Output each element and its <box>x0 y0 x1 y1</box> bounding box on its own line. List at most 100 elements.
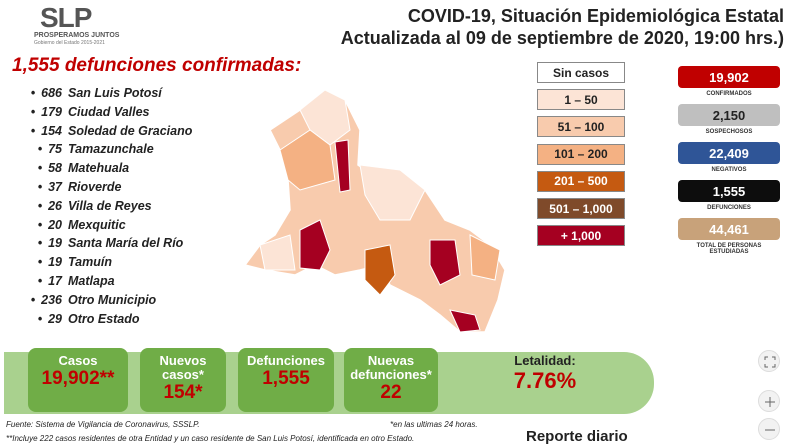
death-count-value: 154 <box>41 123 62 138</box>
summary-value: 7.76% <box>513 368 577 393</box>
death-count: • 154 <box>4 124 68 143</box>
deaths-list: • 686 San Luis Potosí • 179 Ciudad Valles • 154… <box>4 86 193 331</box>
bullet: • <box>30 292 36 307</box>
logo-subtag: Gobierno del Estado 2015-2021 <box>34 40 105 46</box>
zoom-out-button[interactable] <box>758 418 780 440</box>
bullet: • <box>37 255 43 270</box>
death-row: • 19 Tamuín <box>4 255 192 274</box>
stat-value: 2,150 <box>678 104 780 126</box>
bullet: • <box>30 86 36 100</box>
death-count-value: 29 <box>48 311 62 326</box>
region <box>449 309 481 333</box>
death-count-value: 17 <box>48 273 62 288</box>
legend-entry: 201 – 500 <box>537 170 625 192</box>
death-count: • 686 <box>4 86 68 105</box>
death-row: • 20 Mexquitic <box>4 218 192 237</box>
logo-brand: SLP <box>40 2 92 33</box>
region <box>279 129 336 191</box>
icon <box>765 397 775 407</box>
legend-entry: + 1,000 <box>537 225 625 247</box>
bullet: • <box>37 198 43 213</box>
death-count-value: 26 <box>48 198 62 213</box>
death-count: • 17 <box>4 274 68 293</box>
bullet: • <box>37 142 43 157</box>
summary-label: Defunciones <box>246 353 325 368</box>
death-row: • 37 Rioverde <box>4 180 192 199</box>
stat-label: DEFUNCIONES <box>707 205 751 211</box>
bullet: • <box>30 123 36 138</box>
death-count: • 29 <box>4 312 68 331</box>
region <box>469 234 501 281</box>
death-count-value: 236 <box>41 292 62 307</box>
region <box>364 244 396 296</box>
death-count-value: 75 <box>48 142 62 157</box>
death-count: • 19 <box>4 255 68 274</box>
bullet: • <box>37 179 43 194</box>
legend-entry: 501 – 1,000 <box>537 198 625 219</box>
death-count: • 179 <box>4 105 68 124</box>
bullet: • <box>37 217 43 232</box>
footnote-source: Fuente: Sistema de Vigilancia de Coronav… <box>6 420 200 429</box>
death-count-value: 19 <box>48 255 62 270</box>
logo-tagline: PROSPERAMOS JUNTOS <box>34 32 120 39</box>
report-label: Reporte diario <box>526 428 628 445</box>
death-count-value: 686 <box>41 86 62 100</box>
legend-entry: 51 – 100 <box>537 116 625 138</box>
summary-box: Defunciones 1,555 <box>238 348 334 412</box>
summary-box: Casos 19,902** <box>28 348 128 412</box>
bullet: • <box>37 311 43 326</box>
stat-label: TOTAL DE PERSONAS ESTUDIADAS <box>696 243 762 255</box>
summary-value: 19,902** <box>41 368 115 389</box>
death-count-value: 37 <box>48 179 62 194</box>
death-row: • 154 Soledad de Graciano <box>4 124 193 143</box>
summary-box: Letalidad: 7.76% <box>450 348 640 412</box>
zoom-in-button[interactable] <box>758 390 780 412</box>
death-place: Mexquitic <box>68 217 126 232</box>
footnote-double: **Incluye 222 casos residentes de otra E… <box>6 434 415 443</box>
summary-box: Nuevos casos* 154* <box>140 348 226 412</box>
legend-entry: 1 – 50 <box>537 89 625 111</box>
death-place: Otro Municipio <box>68 292 157 307</box>
stat-value: 22,409 <box>678 142 780 164</box>
death-row: • 58 Matehuala <box>4 161 192 180</box>
summary-value: 1,555 <box>262 368 310 389</box>
bullet: • <box>30 104 36 119</box>
death-place: Matlapa <box>68 273 115 288</box>
death-place: Ciudad Valles <box>68 104 150 119</box>
summary-label: Letalidad: <box>514 353 576 368</box>
death-count: • 37 <box>4 180 68 199</box>
fullscreen-button[interactable] <box>758 350 780 372</box>
death-row: • 179 Ciudad Valles <box>4 105 192 124</box>
stat-value: 44,461 <box>678 218 780 240</box>
death-row: • 236 Otro Municipio <box>4 293 192 312</box>
region <box>334 139 351 193</box>
death-place: San Luis Potosí <box>68 86 162 100</box>
death-count: • 19 <box>4 236 68 255</box>
subtitle: Actualizada al 09 de septiembre de 2020,… <box>340 28 784 48</box>
summary-label: Nuevos casos* <box>159 353 207 382</box>
summary-label: Casos <box>58 353 98 368</box>
death-row: • 26 Villa de Reyes <box>4 199 192 218</box>
death-row: • 75 Tamazunchale <box>4 142 192 161</box>
region <box>259 234 296 271</box>
death-count: • 20 <box>4 218 68 237</box>
region <box>429 239 461 286</box>
summary-value: 22 <box>380 382 402 403</box>
death-place: Villa de Reyes <box>68 198 152 213</box>
bullet: • <box>37 273 43 288</box>
stat-value: 19,902 <box>678 66 780 88</box>
death-count-value: 58 <box>48 161 62 176</box>
region <box>359 164 426 221</box>
death-place: Tamazunchale <box>68 142 154 157</box>
death-row: • 19 Santa María del Río <box>4 236 192 255</box>
stat-value: 1,555 <box>678 180 780 202</box>
deaths-title: 1,555 defunciones confirmadas: <box>12 55 302 76</box>
death-place: Tamuín <box>68 255 112 270</box>
death-place: Rioverde <box>68 179 122 194</box>
death-count: • 75 <box>4 142 68 161</box>
bullet: • <box>37 161 43 176</box>
death-count-value: 20 <box>48 217 62 232</box>
death-place: Otro Estado <box>68 311 140 326</box>
